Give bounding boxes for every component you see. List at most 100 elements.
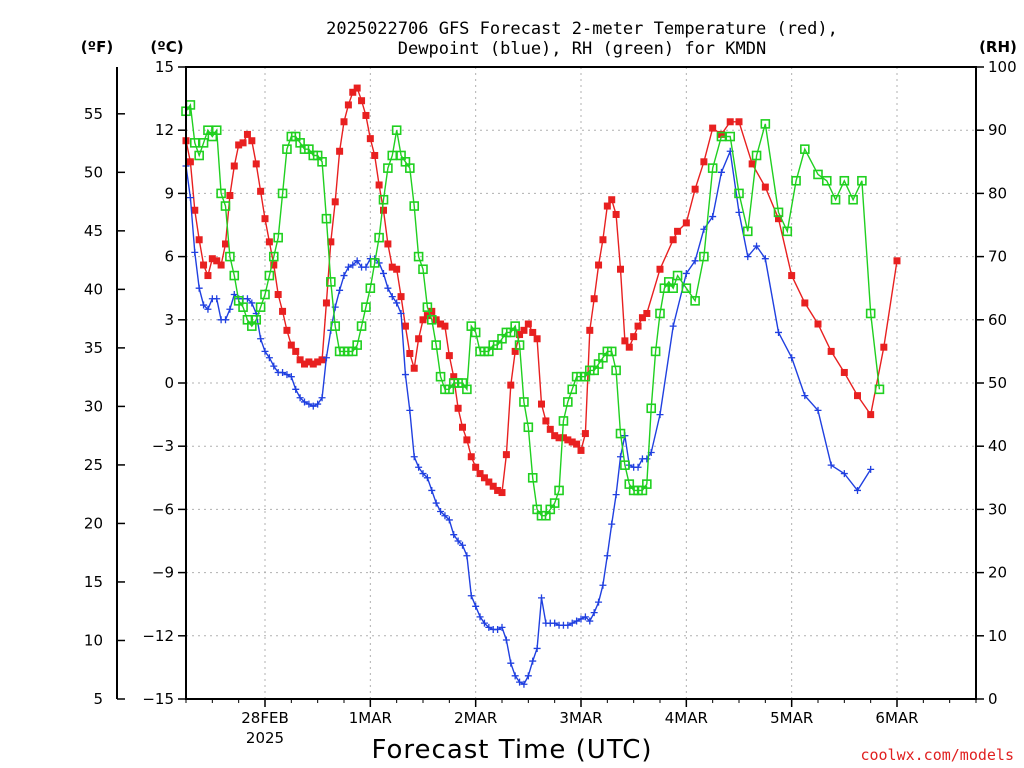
data-point (751, 150, 762, 161)
data-point (208, 255, 216, 263)
celsius-tick-label: −12 (142, 627, 174, 645)
data-point (419, 470, 427, 478)
data-point (655, 308, 665, 319)
celsius-tick-label: −15 (142, 690, 174, 708)
series-temperature (182, 84, 901, 497)
rh-tick-label: 80 (988, 184, 1007, 202)
data-point (646, 403, 657, 414)
data-point (422, 302, 433, 312)
data-point (441, 322, 449, 330)
data-point (529, 657, 537, 665)
data-point (243, 130, 251, 138)
data-point (384, 240, 392, 248)
data-point (634, 463, 642, 471)
data-point (555, 434, 563, 442)
data-point (630, 333, 638, 341)
data-point (527, 472, 538, 483)
data-point (520, 326, 528, 334)
data-point (551, 619, 559, 627)
data-point (410, 364, 418, 372)
data-point (502, 636, 510, 644)
data-point (650, 346, 661, 357)
data-point (191, 248, 199, 256)
data-point (595, 261, 603, 269)
fahrenheit-tick-label: 10 (84, 631, 103, 649)
data-point (874, 384, 885, 395)
celsius-tick-label: 0 (164, 374, 174, 392)
data-point (538, 400, 545, 408)
data-point (397, 293, 405, 301)
data-point (200, 261, 208, 269)
data-point (524, 672, 532, 680)
data-point (198, 138, 209, 148)
data-point (642, 479, 652, 489)
data-point (261, 215, 269, 223)
data-point (840, 368, 848, 376)
data-point (415, 335, 423, 343)
data-point (608, 196, 616, 204)
data-point (748, 160, 756, 168)
data-point (213, 295, 221, 303)
data-point (388, 293, 396, 301)
data-point (709, 213, 717, 221)
data-point (353, 84, 361, 92)
data-point (248, 299, 256, 307)
data-point (612, 491, 620, 499)
data-point (344, 101, 352, 109)
data-point (617, 265, 624, 273)
data-point (480, 474, 488, 482)
chart-subtitle: Dewpoint (blue), RH (green) for KMDN (398, 39, 766, 59)
data-point (725, 131, 736, 142)
data-point (410, 453, 418, 461)
data-point (524, 320, 532, 328)
data-point (239, 139, 247, 147)
data-point (717, 130, 725, 138)
data-point (225, 251, 235, 262)
data-point (349, 88, 357, 96)
rh-tick-label: 100 (988, 58, 1017, 76)
data-point (800, 144, 810, 154)
time-tick-sublabel: 2025 (246, 729, 284, 747)
data-point (467, 592, 475, 600)
data-point (331, 198, 339, 206)
data-point (366, 135, 374, 143)
data-point (226, 305, 234, 313)
data-point (549, 498, 560, 508)
time-axis: 28FEB 2025 1MAR 2MAR 3MAR 4MAR 5MAR 6MAR (185, 699, 977, 747)
data-point (418, 264, 428, 275)
data-point (265, 238, 273, 246)
data-point (681, 283, 692, 294)
rh-tick-label: 0 (988, 690, 998, 708)
data-point (586, 326, 594, 334)
time-tick-label: 6MAR (875, 709, 918, 727)
data-point (848, 194, 858, 205)
data-point (213, 257, 221, 265)
data-point (735, 208, 743, 216)
celsius-tick-label: 15 (155, 58, 174, 76)
fahrenheit-tick-label: 40 (84, 280, 103, 298)
data-point (814, 320, 822, 328)
fahrenheit-tick-label: 55 (84, 105, 103, 123)
data-point (186, 158, 194, 166)
data-point (581, 613, 589, 621)
data-point (643, 455, 651, 463)
data-point (445, 352, 453, 360)
data-point (467, 453, 475, 461)
data-point (476, 470, 484, 478)
data-point (330, 321, 341, 331)
grid-lines (186, 67, 976, 699)
data-point (229, 270, 240, 281)
data-point (599, 581, 607, 589)
data-point (222, 316, 229, 324)
data-point (309, 402, 317, 410)
time-tick-label: 4MAR (665, 709, 708, 727)
rh-tick-label: 30 (988, 500, 1007, 518)
series-layer (181, 84, 901, 688)
data-point (463, 552, 471, 560)
data-point (813, 169, 823, 180)
data-point (270, 362, 278, 370)
data-point (577, 446, 585, 454)
fahrenheit-unit-label: (ºF) (81, 38, 113, 56)
data-point (606, 346, 617, 357)
data-point (634, 322, 642, 330)
